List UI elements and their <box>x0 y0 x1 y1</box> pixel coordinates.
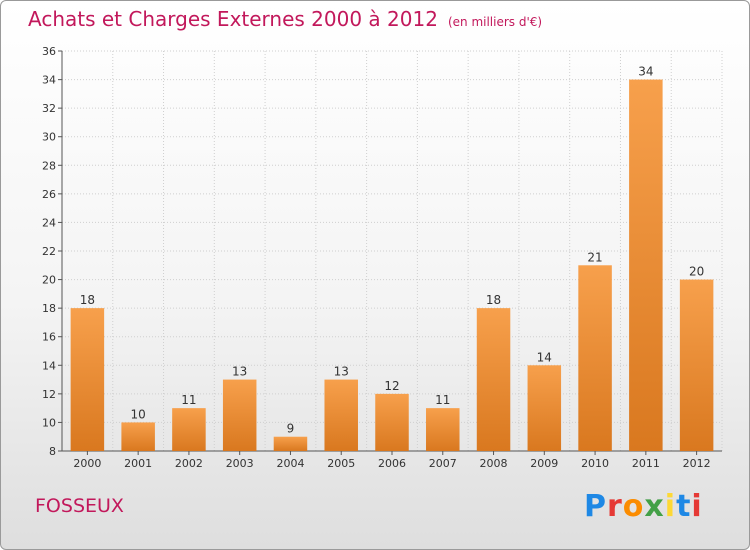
bar <box>426 408 460 451</box>
bar <box>172 408 206 451</box>
bar <box>375 393 409 451</box>
bar <box>70 308 105 451</box>
data-label: 13 <box>334 365 349 379</box>
y-tick-label: 30 <box>42 131 56 144</box>
title-text: Achats et Charges Externes 2000 à 2012 <box>28 7 438 31</box>
y-tick-label: 32 <box>42 102 56 115</box>
title-unit: (en milliers d'€) <box>447 15 543 29</box>
bar <box>222 379 257 451</box>
x-tick-label: 2007 <box>429 457 457 470</box>
x-tick-label: 2012 <box>683 457 711 470</box>
data-label: 21 <box>587 250 602 264</box>
x-tick-label: 2010 <box>581 457 609 470</box>
data-label: 11 <box>435 393 450 407</box>
y-tick-label: 36 <box>42 45 56 58</box>
bar <box>578 265 612 451</box>
y-tick-label: 24 <box>42 216 56 229</box>
data-label: 18 <box>80 293 95 307</box>
y-tick-label: 26 <box>42 188 56 201</box>
data-label: 14 <box>537 350 552 364</box>
x-tick-label: 2006 <box>378 457 406 470</box>
data-label: 13 <box>232 365 247 379</box>
logo-letter: i <box>691 489 703 524</box>
data-label: 9 <box>287 422 295 436</box>
data-label: 20 <box>689 265 704 279</box>
x-tick-label: 2011 <box>632 457 660 470</box>
logo-letter: t <box>676 489 692 524</box>
proxiti-logo[interactable]: Proxiti <box>584 489 703 524</box>
bar <box>476 308 511 451</box>
y-tick-label: 22 <box>42 245 56 258</box>
data-label: 18 <box>486 293 501 307</box>
logo-letter: P <box>584 489 607 524</box>
logo-letter: x <box>644 489 665 524</box>
y-tick-label: 18 <box>42 302 56 315</box>
y-tick-label: 28 <box>42 159 56 172</box>
x-tick-label: 2002 <box>175 457 203 470</box>
y-tick-label: 10 <box>42 416 56 429</box>
x-tick-label: 2005 <box>327 457 355 470</box>
y-tick-label: 8 <box>49 445 56 458</box>
logo-letter: o <box>622 489 645 524</box>
logo-letter: r <box>607 489 623 524</box>
bars <box>70 79 714 452</box>
bar <box>679 279 714 451</box>
data-label: 11 <box>181 393 196 407</box>
x-tick-label: 2009 <box>530 457 558 470</box>
x-tick-label: 2003 <box>226 457 254 470</box>
data-label: 10 <box>131 407 146 421</box>
y-tick-label: 12 <box>42 388 56 401</box>
logo-letter: i <box>664 489 677 524</box>
data-label: 12 <box>384 379 399 393</box>
x-tick-label: 2001 <box>124 457 152 470</box>
labels: 8 10 12 14 16 18 20 22 24 26 28 30 32 34 36 18 2000 10 200… <box>42 45 711 470</box>
x-tick-label: 2008 <box>480 457 508 470</box>
bar <box>121 422 155 451</box>
y-tick-label: 34 <box>42 74 56 87</box>
bar <box>629 79 663 452</box>
x-tick-label: 2000 <box>73 457 101 470</box>
chart-title: Achats et Charges Externes 2000 à 2012 (e… <box>28 7 542 31</box>
y-tick-label: 16 <box>42 331 56 344</box>
commune-name: FOSSEUX <box>35 495 124 517</box>
bar <box>273 436 308 451</box>
x-tick-label: 2004 <box>276 457 304 470</box>
bar <box>324 379 358 451</box>
data-label: 34 <box>638 65 653 79</box>
y-tick-label: 14 <box>42 359 56 372</box>
bar <box>527 365 562 451</box>
y-tick-label: 20 <box>42 274 56 287</box>
